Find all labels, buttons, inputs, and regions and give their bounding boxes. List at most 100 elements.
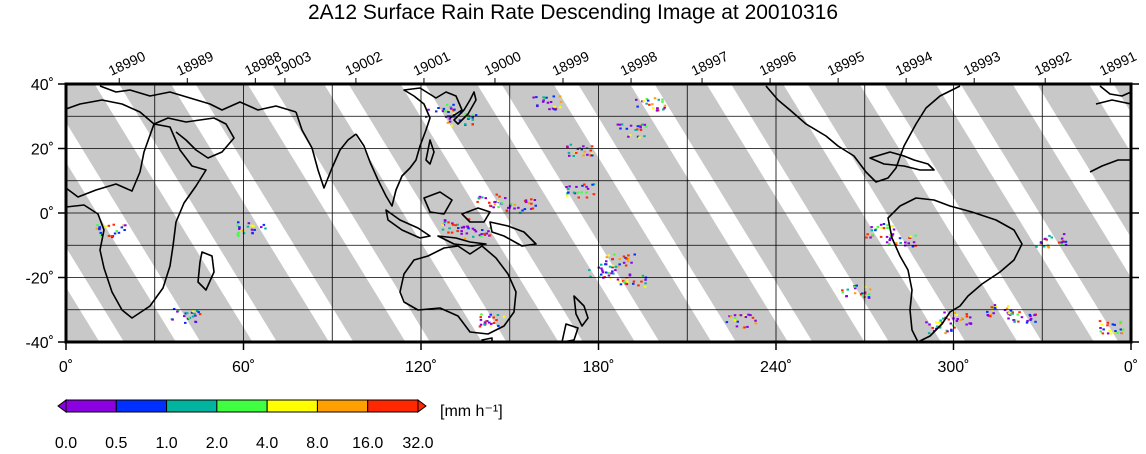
rain-pixel xyxy=(863,292,867,295)
rain-pixel xyxy=(1099,330,1102,333)
rain-pixel xyxy=(1007,304,1010,307)
lon-tick-label: 60˚ xyxy=(232,359,255,376)
rain-pixel xyxy=(496,314,500,316)
rain-pixel xyxy=(441,228,445,231)
rain-pixel xyxy=(946,330,949,333)
rain-pixel xyxy=(548,108,551,111)
rain-pixel xyxy=(614,269,617,272)
rain-pixel xyxy=(575,151,578,154)
rain-pixel xyxy=(622,261,626,264)
rain-pixel xyxy=(643,285,647,288)
rain-pixel xyxy=(641,123,644,126)
rain-pixel xyxy=(534,204,537,207)
rain-pixel xyxy=(846,288,849,291)
rain-pixel xyxy=(604,271,608,274)
rain-pixel xyxy=(478,234,482,237)
orbit-number-label: 18998 xyxy=(618,48,660,79)
rain-pixel xyxy=(190,311,194,314)
rain-pixel xyxy=(886,226,889,229)
rain-pixel xyxy=(866,233,869,236)
rain-pixel xyxy=(1025,321,1029,324)
rain-pixel xyxy=(569,143,573,146)
rain-pixel xyxy=(585,147,589,149)
swath xyxy=(0,84,23,342)
rain-pixel xyxy=(481,229,484,231)
rain-pixel xyxy=(639,125,642,128)
rain-pixel xyxy=(989,315,992,318)
rain-pixel xyxy=(493,203,497,206)
rain-pixel xyxy=(500,202,504,205)
rain-pixel xyxy=(448,227,451,230)
rain-pixel xyxy=(589,149,592,152)
rain-pixel xyxy=(618,258,621,261)
rain-pixel xyxy=(545,96,548,99)
rain-pixel xyxy=(479,323,483,326)
rain-pixel xyxy=(479,318,483,321)
rain-pixel xyxy=(642,100,645,103)
rain-pixel xyxy=(1046,245,1050,248)
rain-pixel xyxy=(655,109,659,112)
rain-pixel xyxy=(1108,329,1111,332)
rain-pixel xyxy=(107,224,111,227)
rain-pixel xyxy=(237,231,240,234)
lat-tick-label: 40˚ xyxy=(31,77,54,94)
rain-pixel xyxy=(616,123,620,126)
page-title: 2A12 Surface Rain Rate Descending Image … xyxy=(307,1,839,24)
rain-pixel xyxy=(502,315,506,318)
rain-pixel xyxy=(471,114,474,117)
rain-pixel xyxy=(634,129,637,131)
rain-pixel xyxy=(490,322,493,325)
rain-pixel xyxy=(627,135,630,138)
rain-pixel xyxy=(909,235,912,238)
rain-pixel xyxy=(552,95,555,98)
rain-pixel xyxy=(611,258,614,261)
rain-pixel xyxy=(471,123,474,126)
rain-pixel xyxy=(936,325,939,328)
rain-pixel xyxy=(565,186,568,188)
rain-pixel xyxy=(956,318,959,320)
rain-pixel xyxy=(853,285,856,288)
rain-pixel xyxy=(451,223,455,226)
rain-pixel xyxy=(616,265,619,268)
rain-pixel xyxy=(744,316,748,318)
rain-pixel xyxy=(899,242,902,244)
rain-pixel xyxy=(472,235,475,238)
rain-pixel xyxy=(504,197,507,200)
rain-pixel xyxy=(1013,320,1016,323)
rain-pixel xyxy=(992,312,995,315)
rain-pixel xyxy=(1120,331,1124,334)
rain-pixel xyxy=(575,185,578,188)
rain-pixel xyxy=(585,196,589,199)
rain-pixel xyxy=(532,96,535,99)
rain-pixel xyxy=(1035,245,1038,248)
rain-pixel xyxy=(886,224,889,227)
rain-pixel xyxy=(580,191,583,194)
rain-pixel xyxy=(1011,311,1014,314)
rain-pixel xyxy=(460,232,463,235)
rain-pixel xyxy=(938,322,942,325)
rain-pixel xyxy=(657,98,660,101)
rain-pixel xyxy=(489,324,492,327)
rain-pixel xyxy=(605,260,608,263)
rain-pixel xyxy=(601,269,604,272)
rain-pixel xyxy=(456,223,459,226)
rain-pixel xyxy=(592,193,595,196)
rain-pixel xyxy=(938,326,942,329)
rain-pixel xyxy=(448,117,452,120)
rain-pixel xyxy=(749,314,752,317)
rain-pixel xyxy=(489,313,492,316)
colorbar-tick-label: 1.0 xyxy=(155,435,177,452)
rain-pixel xyxy=(471,227,475,230)
swath xyxy=(66,162,176,342)
rain-pixel xyxy=(620,123,624,126)
rain-pixel xyxy=(1119,328,1123,331)
rain-pixel xyxy=(1042,245,1046,248)
rain-pixel xyxy=(471,116,474,119)
rain-pixel xyxy=(729,315,733,317)
rain-pixel xyxy=(191,315,195,318)
rain-pixel xyxy=(663,106,666,109)
rain-pixel xyxy=(1016,313,1019,316)
rain-pixel xyxy=(993,304,997,307)
rain-pixel xyxy=(197,311,200,314)
